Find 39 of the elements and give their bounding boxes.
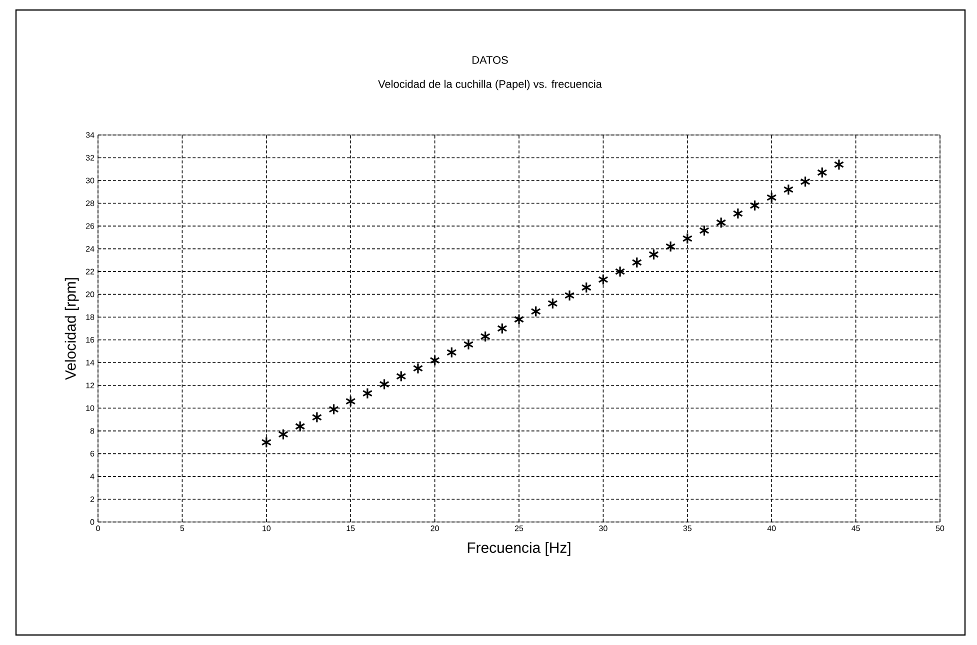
point [548, 298, 558, 310]
point [732, 208, 744, 220]
point [412, 362, 424, 374]
point [800, 176, 810, 188]
point [379, 378, 390, 390]
point [480, 330, 490, 342]
point [648, 248, 659, 260]
point [261, 436, 272, 448]
point [665, 240, 676, 252]
point [446, 346, 457, 358]
point [766, 192, 777, 204]
point [699, 224, 710, 236]
point [750, 200, 760, 212]
point [530, 306, 541, 318]
point [497, 322, 508, 334]
point [682, 232, 693, 244]
y-axis-title: Velocidad [rpm] [64, 278, 79, 380]
point [564, 290, 575, 302]
chart-subtitle: Velocidad de la cuchilla (Papel) vs. frecuencia [378, 80, 602, 90]
point [632, 256, 642, 268]
x-axis-title: Frecuencia [Hz] [468, 542, 570, 556]
point [396, 370, 406, 382]
point [328, 403, 339, 416]
point [834, 158, 844, 170]
point [430, 354, 440, 366]
point [345, 396, 356, 408]
point [817, 166, 828, 178]
chart-title: DATOS [472, 56, 508, 64]
point [312, 411, 322, 424]
point [783, 184, 794, 196]
point [514, 314, 524, 326]
point [294, 420, 306, 432]
point [362, 388, 373, 400]
point [614, 266, 626, 278]
point [598, 274, 608, 286]
point [278, 428, 288, 440]
point [716, 216, 726, 228]
point [463, 338, 474, 350]
point [581, 282, 592, 294]
